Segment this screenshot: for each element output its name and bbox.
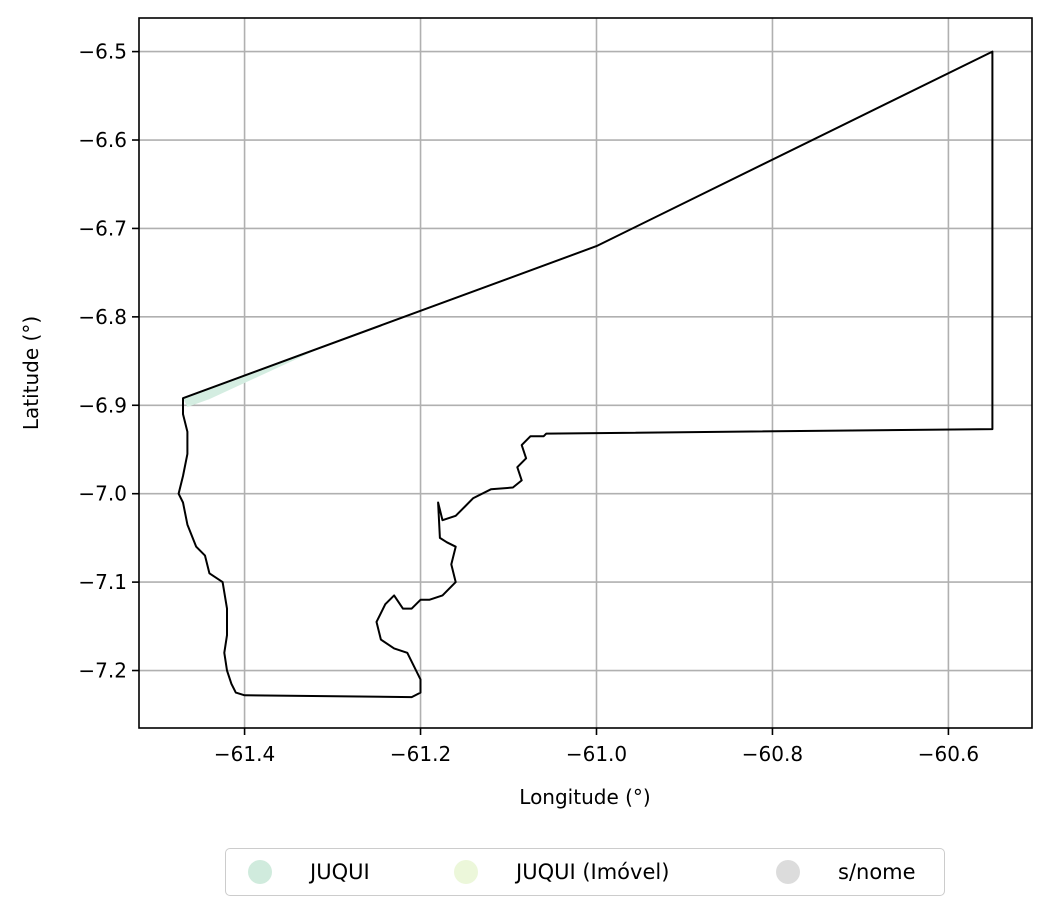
layer-juqui	[183, 350, 315, 407]
legend-item-s-nome: s/nome	[776, 849, 916, 895]
y-tick-label: −7.1	[78, 570, 127, 594]
x-tick-label: −61.0	[566, 742, 627, 766]
gridlines	[139, 18, 1032, 728]
y-tick-label: −7.0	[78, 482, 127, 506]
map-layers	[183, 350, 315, 407]
x-axis-label: Longitude (°)	[519, 785, 650, 809]
legend-item-juqui-imovel: JUQUI (Imóvel)	[454, 849, 669, 895]
legend-label-s-nome: s/nome	[838, 860, 916, 884]
x-axis-ticks: −61.4 −61.2 −61.0 −60.8 −60.6	[214, 728, 979, 766]
legend-marker-s-nome	[776, 860, 800, 884]
x-tick-label: −61.2	[390, 742, 451, 766]
legend: JUQUI JUQUI (Imóvel) s/nome	[225, 848, 945, 896]
boundary-outline-layer	[177, 50, 994, 699]
legend-label-juqui-imovel: JUQUI (Imóvel)	[516, 860, 670, 884]
y-tick-label: −6.8	[78, 305, 127, 329]
y-tick-label: −6.9	[78, 393, 127, 417]
municipality-boundary	[177, 50, 994, 699]
y-axis-ticks: −6.5 −6.6 −6.7 −6.8 −6.9 −7.0 −7.1 −7.2	[78, 40, 139, 683]
x-tick-label: −60.8	[742, 742, 803, 766]
legend-item-juqui: JUQUI	[248, 849, 370, 895]
legend-label-juqui: JUQUI	[310, 860, 370, 884]
legend-marker-juqui	[248, 860, 272, 884]
y-tick-label: −6.7	[78, 216, 127, 240]
y-tick-label: −6.6	[78, 128, 127, 152]
x-tick-label: −61.4	[214, 742, 275, 766]
legend-marker-juqui-imovel	[454, 860, 478, 884]
x-tick-label: −60.6	[918, 742, 979, 766]
y-tick-label: −7.2	[78, 659, 127, 683]
y-axis-label: Latitude (°)	[19, 316, 43, 430]
plot-frame	[138, 17, 1033, 729]
y-tick-label: −6.5	[78, 40, 127, 64]
